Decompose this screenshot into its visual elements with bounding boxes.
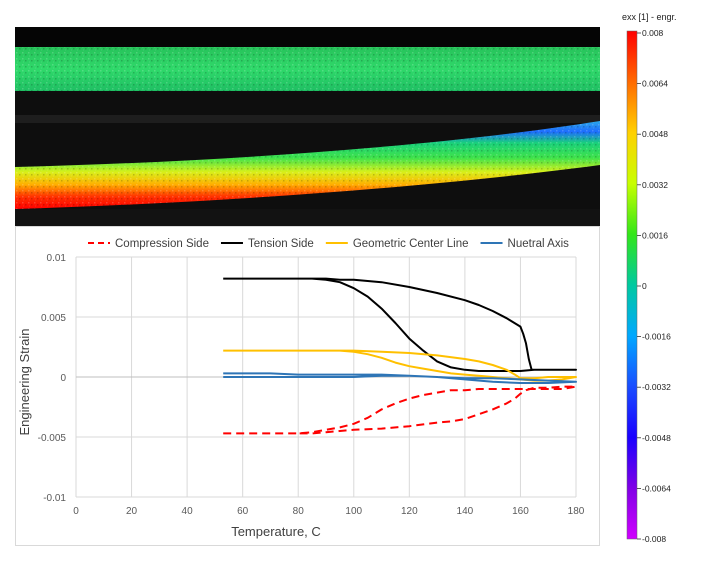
- x-tick-label: 120: [401, 506, 418, 517]
- x-tick-label: 60: [237, 506, 249, 517]
- colorbar-ticks: 0.008 0.0064 0.0048 0.0032 0.0016 0 -0.0016 -0.…: [637, 28, 671, 544]
- x-tick-label: 140: [457, 506, 474, 517]
- y-tick-label: -0.005: [38, 433, 67, 444]
- x-tick-label: 40: [182, 506, 194, 517]
- dic-strain-field-image: [15, 27, 600, 226]
- series-line-0: [223, 385, 577, 435]
- colorbar-tick-label: -0.0048: [642, 433, 671, 443]
- colorbar: exx [1] - engr. 0.0080.00640.00480.00320…: [622, 12, 677, 544]
- x-axis-label: Temperature, C: [231, 524, 321, 539]
- x-tick-label: 20: [126, 506, 138, 517]
- legend-label-2: Geometric Center Line: [353, 238, 469, 250]
- colorbar-tick-label: 0.0048: [642, 129, 668, 139]
- colorbar-tick-label: 0.0016: [642, 230, 668, 240]
- legend-label-3: Nuetral Axis: [508, 238, 570, 250]
- colorbar-tick-label: -0.0032: [642, 382, 671, 392]
- y-tick-label: -0.01: [43, 493, 66, 504]
- colorbar-tick-label: -0.0064: [642, 483, 671, 493]
- y-tick-label: 0.005: [41, 313, 66, 324]
- series-line-3: [223, 372, 577, 384]
- colorbar-tick-label: 0: [642, 281, 647, 291]
- strain-temperature-chart: Compression Side Tension Side Geometric Ce…: [17, 238, 585, 539]
- chart-legend: Compression Side Tension Side Geometric Ce…: [88, 238, 569, 250]
- colorbar-tick-label: 0.0064: [642, 79, 668, 89]
- colorbar-title: exx [1] - engr.: [622, 12, 677, 22]
- legend-label-0: Compression Side: [115, 238, 209, 250]
- chart-grid: [75, 256, 577, 498]
- y-axis-label: Engineering Strain: [17, 329, 32, 436]
- colorbar-tick-label: -0.0016: [642, 332, 671, 342]
- series-line-1: [223, 277, 577, 372]
- colorbar-tick-label: -0.008: [642, 534, 666, 544]
- x-tick-label: 180: [568, 506, 585, 517]
- legend-label-1: Tension Side: [248, 238, 314, 250]
- y-tick-label: 0.01: [47, 253, 67, 264]
- chart-axes: 0 20 40 60 80 100 120 140 160 180 0.01 0.005 0 -0.005…: [38, 253, 585, 517]
- colorbar-tick-label: 0.0032: [642, 180, 668, 190]
- chart-panel: Compression Side Tension Side Geometric Ce…: [15, 226, 600, 546]
- chart-series: [223, 277, 577, 435]
- x-tick-label: 100: [345, 506, 362, 517]
- x-tick-label: 80: [293, 506, 305, 517]
- colorbar-tick-label: 0.008: [642, 28, 664, 38]
- y-tick-label: 0: [60, 373, 66, 384]
- colorbar-gradient: [626, 30, 638, 540]
- x-tick-label: 160: [512, 506, 529, 517]
- x-tick-label: 0: [73, 506, 79, 517]
